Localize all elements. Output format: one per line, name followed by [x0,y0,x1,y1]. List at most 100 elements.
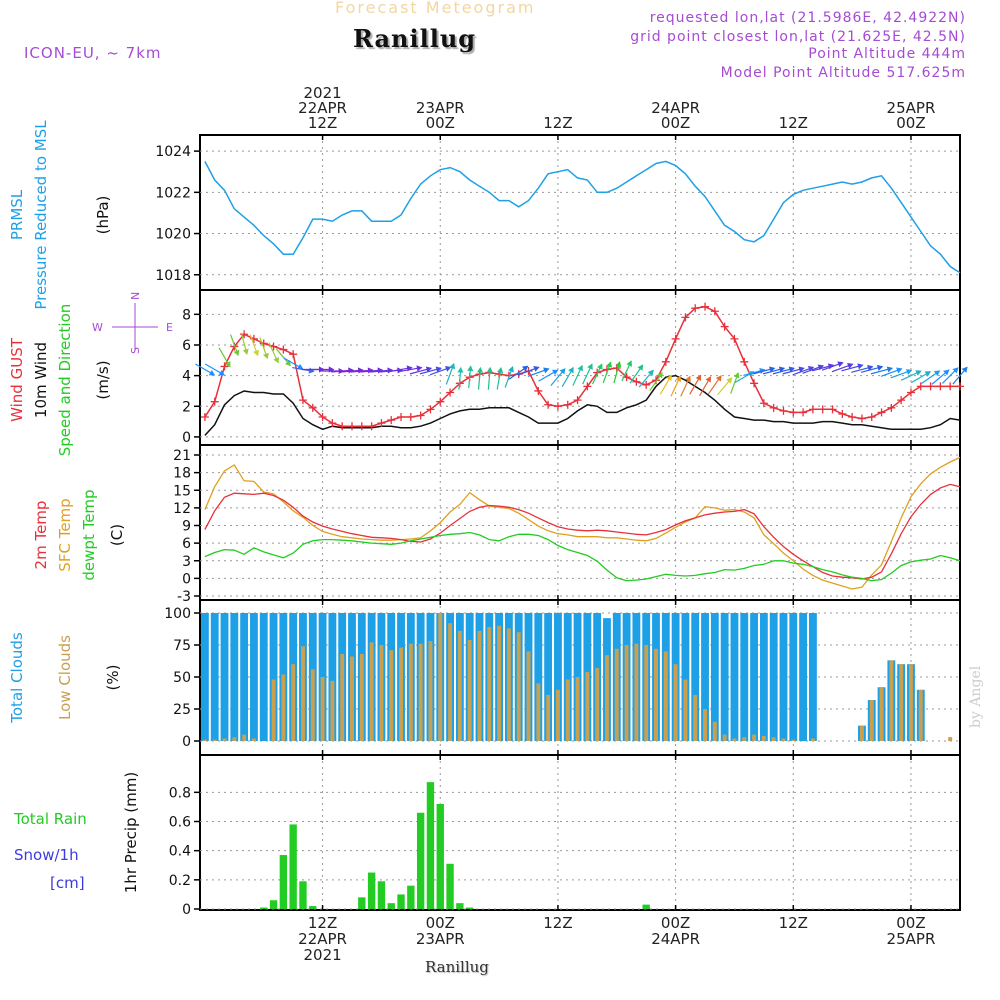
footer-station: Ranillug [425,958,489,976]
total-cloud-bar [740,613,749,741]
total-cloud-bar [210,613,219,741]
wind-arrow-head [497,367,504,374]
temperature-ytick-label: 0 [182,571,191,587]
rain-bar [642,904,650,909]
precip-ylabel: 1hr Precip (mm) [122,772,140,893]
low-cloud-bar [634,643,639,741]
wind-arrow [517,366,540,376]
precip-panel: 0 0.2 0.4 0.6 0.8 [169,754,961,918]
low-cloud-bar [909,664,913,741]
wind-arrow-head [597,363,603,370]
wind-arrow-head [233,349,240,357]
gust-marker [279,345,288,354]
wind-arrow [952,366,968,385]
gust-marker [710,307,719,316]
low-cloud-bar [242,734,247,741]
gust-marker [553,402,562,411]
low-cloud-bar [389,650,394,741]
low-cloud-bar [457,630,462,741]
wind-ylabel: Wind GUST [8,337,26,422]
total-cloud-bar [779,613,788,741]
low-cloud-bar [889,660,894,741]
wind-arrow [831,362,854,373]
gust-marker [936,382,945,391]
wind-arrow-head [273,356,279,364]
wind-arrow-head [807,366,815,372]
low-cloud-bar [497,625,502,741]
wind-arrow-head [533,366,540,372]
wind-arrow-head [952,367,959,374]
gust-marker [632,377,641,386]
wind-arrow [670,375,682,397]
wind-arrow [476,366,484,390]
precip-side-label: Total Rain [13,810,87,828]
gust-marker [377,419,386,428]
gust-marker [289,350,298,359]
temperature-ylabel: SFC Temp [56,498,74,571]
low-cloud-bar [703,709,707,741]
pressure-ylabel: (hPa) [94,196,112,235]
wind-arrow-head [224,361,231,368]
wind-arrow-head [867,364,874,371]
wind-arrow [680,375,691,397]
low-cloud-bar [605,655,609,741]
total-cloud-bar [720,613,729,741]
wind-arrow-head [208,369,216,376]
wind-arrow-head [284,360,291,367]
rain-bar [377,881,386,909]
wind-arrow-head [457,366,464,373]
total-cloud-bar [759,613,768,741]
rain-bar [407,885,415,909]
precip-ytick-label: 0.4 [169,844,191,860]
total-cloud-bar [808,613,817,741]
gust-marker [200,413,209,422]
temperature-ytick-label: 18 [173,466,191,482]
wind-arrow-head [425,366,433,373]
low-cloud-bar [595,668,600,741]
top-time-label: 24APR [651,99,700,117]
low-cloud-bar [810,738,815,741]
low-cloud-bar [487,627,492,741]
low-cloud-bar [369,642,374,741]
gust-line [204,305,960,427]
top-time-label: 12Z [308,114,337,132]
wind-arrow-head [778,366,786,373]
low-cloud-bar [722,734,727,741]
temperature-ylabel: 2m Temp [32,501,50,570]
wind-ytick-label: 2 [182,399,191,415]
top-time-label: 00Z [661,114,690,132]
wind-arrow-head [705,376,711,383]
compass-rose: WENS [92,292,173,354]
low-cloud-bar [781,738,786,741]
top-time-label: 12Z [779,114,808,132]
wind-arrow [880,367,903,377]
wind-arrow [689,374,702,395]
low-cloud-bar [585,671,590,741]
pressure-ytick-label: 1018 [155,268,191,284]
low-cloud-bar [859,725,864,741]
wind-arrow [195,363,216,376]
wind-arrow-head [637,364,644,371]
wind-arrow [572,364,583,386]
temperature-ytick-label: 6 [182,536,191,552]
requested-coords: requested lon,lat (21.5986E, 42.4922N) [649,10,966,26]
total-cloud-bar [554,613,562,741]
total-cloud-bar [681,613,690,741]
wind-arrow-head [933,370,941,377]
wind-arrow [467,365,474,389]
wind-ylabel: 10m Wind [32,342,50,418]
gust-marker [357,422,366,431]
rain-bar [387,903,395,909]
wind-arrow-head [543,367,550,374]
dewpt-line [204,531,961,582]
wind-arrow-head [733,372,740,379]
precip-side-label: [cm] [50,874,85,892]
low-cloud-bar [555,689,560,741]
wind-arrow-head [577,364,583,372]
wind-arrow-head [924,371,932,377]
gust-marker [808,405,817,414]
pressure-ylabel: PRMSL [8,189,26,240]
low-cloud-bar [212,739,217,741]
wind-arrow-head [218,369,225,376]
gust-marker [406,413,415,422]
